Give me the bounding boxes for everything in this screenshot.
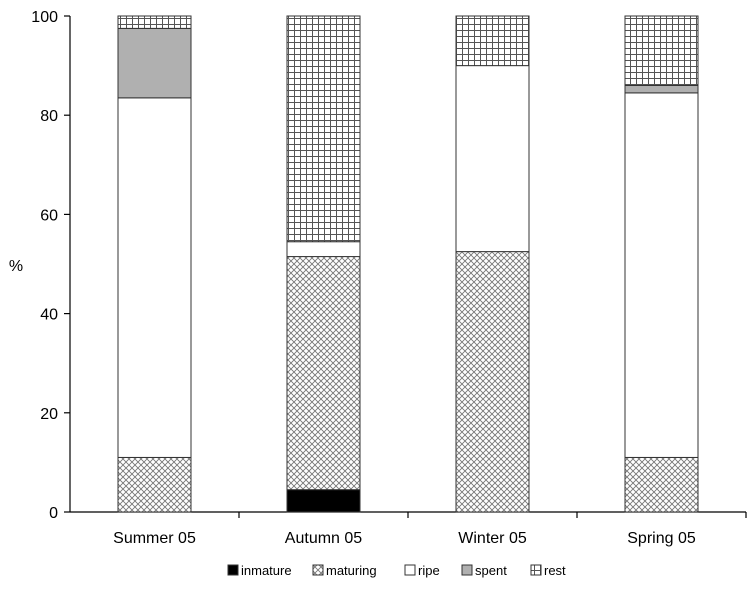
bar-segment-maturing <box>624 456 699 513</box>
bar-segment-ripe <box>455 65 530 253</box>
x-category-label: Summer 05 <box>113 530 196 547</box>
legend-swatch-rest <box>530 564 542 576</box>
bar-segment-ripe <box>286 241 361 258</box>
y-tick-label: 40 <box>40 307 58 324</box>
bar-segment-rest <box>117 15 192 29</box>
legend-swatch-maturing <box>312 564 324 576</box>
legend-swatch-inmature <box>227 564 239 576</box>
y-tick-label: 80 <box>40 108 58 125</box>
legend-label-spent: spent <box>475 563 507 578</box>
bar-segment-rest <box>455 15 530 67</box>
bar-segment-inmature <box>286 489 361 513</box>
bar-segment-ripe <box>624 92 699 458</box>
y-tick-label: 20 <box>40 406 58 423</box>
legend-swatch-ripe <box>404 564 416 576</box>
bar-segment-spent <box>624 84 699 94</box>
x-category-label: Spring 05 <box>627 530 696 547</box>
y-ticks: 0 20 40 60 80 100 <box>31 9 70 522</box>
bar-segment-spent <box>117 27 192 99</box>
bar-segment-rest <box>286 15 361 243</box>
bar-segment-ripe <box>117 97 192 458</box>
legend-swatch-spent <box>461 564 473 576</box>
legend-label-inmature: inmature <box>241 563 292 578</box>
legend-label-rest: rest <box>544 563 566 578</box>
bar-segment-maturing <box>455 251 530 513</box>
legend-label-ripe: ripe <box>418 563 440 578</box>
x-category-label: Winter 05 <box>458 530 527 547</box>
bar-segment-maturing <box>117 456 192 513</box>
y-tick-label: 0 <box>49 505 58 522</box>
bar-segment-maturing <box>286 256 361 491</box>
y-tick-label: 60 <box>40 207 58 224</box>
x-ticks: Summer 05 Autumn 05 Winter 05 Spring 05 <box>113 512 747 547</box>
bars <box>117 15 699 513</box>
bar-segment-rest <box>624 15 699 86</box>
x-category-label: Autumn 05 <box>285 530 362 547</box>
y-axis-label: % <box>9 258 23 275</box>
legend-label-maturing: maturing <box>326 563 377 578</box>
y-tick-label: 100 <box>31 9 58 26</box>
legend: inmature maturing ripe spent rest <box>227 563 566 578</box>
